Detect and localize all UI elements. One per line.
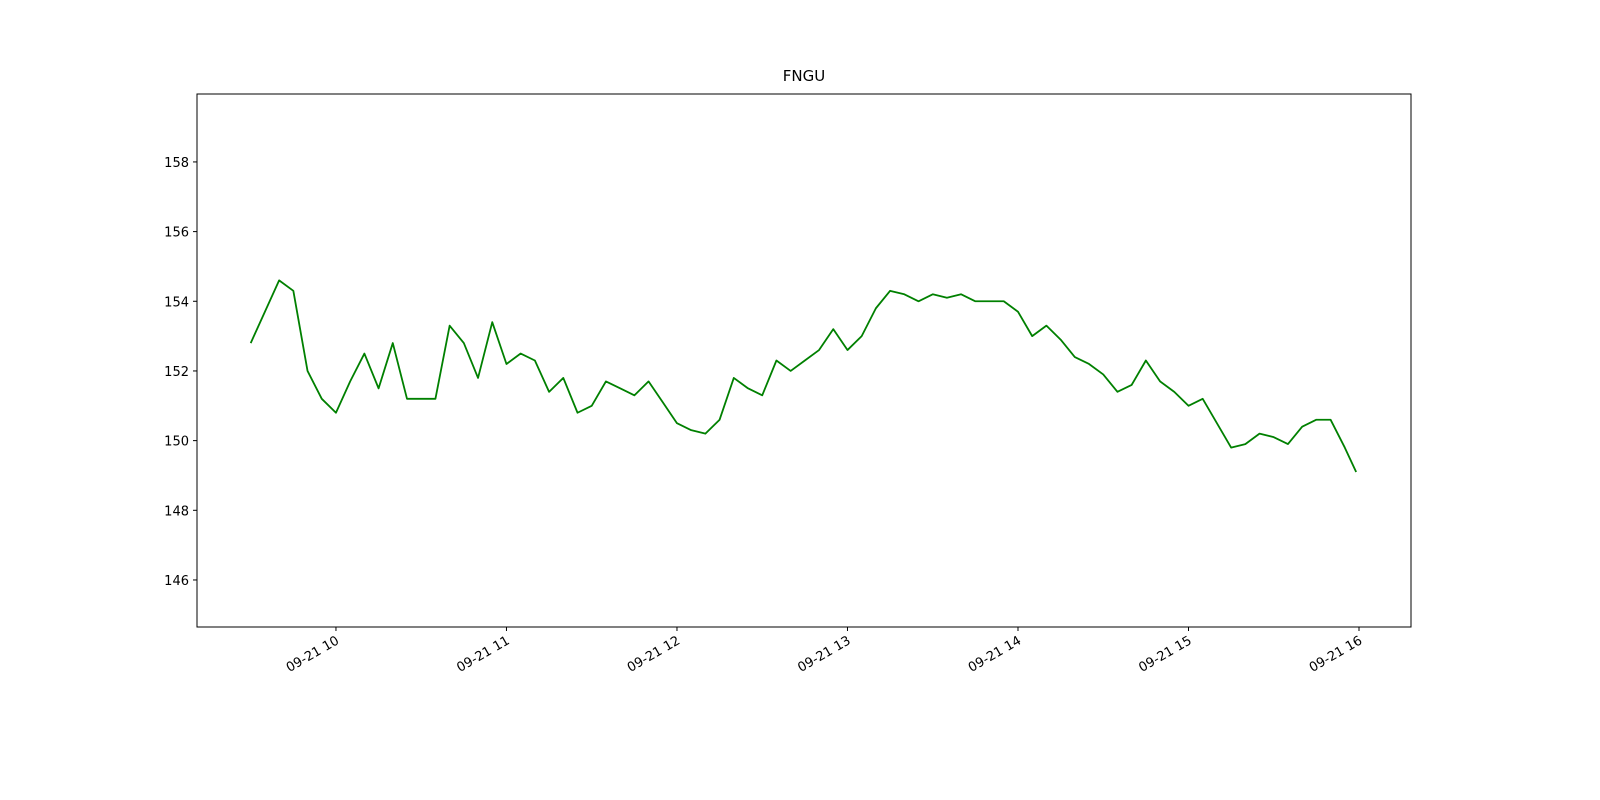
x-tick-label: 09-21 11 bbox=[454, 633, 512, 675]
x-tick-label: 09-21 12 bbox=[625, 633, 683, 675]
plot-frame bbox=[196, 93, 1412, 628]
y-tick-label: 154 bbox=[164, 295, 189, 310]
x-tick-label: 09-21 15 bbox=[1136, 633, 1194, 675]
y-tick-label: 152 bbox=[164, 365, 189, 380]
x-tick-label: 09-21 10 bbox=[284, 633, 342, 675]
y-tick-label: 158 bbox=[164, 156, 189, 171]
y-tick-label: 150 bbox=[164, 435, 189, 450]
x-tick-label: 09-21 14 bbox=[966, 633, 1024, 675]
x-tick-label: 09-21 16 bbox=[1307, 633, 1365, 675]
y-tick-label: 148 bbox=[164, 504, 189, 519]
price-line bbox=[249, 279, 1357, 473]
chart-title: FNGU bbox=[783, 67, 825, 85]
x-tick-label: 09-21 13 bbox=[795, 633, 853, 675]
y-tick-label: 146 bbox=[164, 574, 189, 589]
y-tick-label: 156 bbox=[164, 226, 189, 241]
